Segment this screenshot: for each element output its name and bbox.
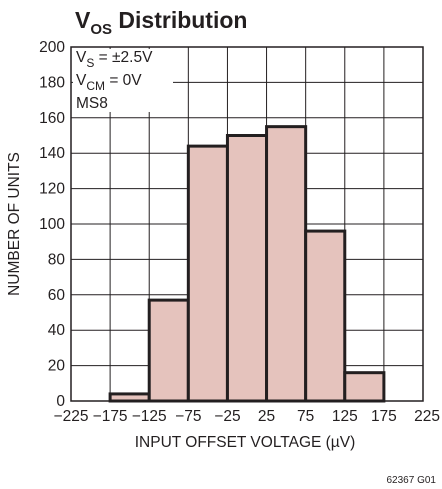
histogram-bar (343, 371, 386, 403)
chart-title-main: V (75, 7, 91, 33)
histogram-bar (147, 298, 190, 403)
y-tick-labels: 0 20 40 60 80 100 120 140 160 180 200 (39, 39, 65, 410)
y-tick-label: 0 (56, 393, 65, 410)
chart-title: VOS Distribution (75, 7, 247, 38)
y-tick-label: 180 (39, 74, 65, 91)
x-tick-label: 25 (258, 408, 275, 425)
chart-title-rest: Distribution (112, 7, 247, 33)
y-tick-label: 40 (48, 322, 66, 339)
x-tick-label: 225 (414, 408, 440, 425)
histogram-bar (304, 229, 347, 403)
x-tick-labels: −225 −175 −125 −75 −25 25 75 125 175 225 (54, 408, 440, 425)
y-tick-label: 20 (48, 358, 66, 375)
plot-border (70, 46, 424, 402)
x-axis-label: INPUT OFFSET VOLTAGE (µV) (135, 434, 356, 451)
test-condition: VS = ±2.5V (76, 49, 153, 70)
legend-background (73, 49, 173, 112)
chart-title-subscript: OS (90, 21, 112, 38)
x-tick-label: 75 (297, 408, 314, 425)
figure-id: 62367 G01 (387, 475, 437, 486)
histogram-bar (186, 144, 229, 403)
y-tick-label: 160 (39, 110, 65, 127)
x-tick-label: 125 (332, 408, 358, 425)
test-condition: VCM = 0V (76, 72, 142, 93)
x-tick-label: −125 (132, 408, 167, 425)
y-axis-label: NUMBER OF UNITS (6, 152, 23, 296)
y-tick-label: 80 (48, 251, 66, 268)
histogram-bars (108, 125, 386, 403)
histogram-bar (265, 125, 308, 403)
histogram-bar (225, 134, 269, 403)
y-tick-label: 120 (39, 181, 65, 198)
histogram-bar (108, 392, 151, 403)
x-tick-label: −225 (54, 408, 89, 425)
y-tick-label: 100 (39, 216, 65, 233)
test-condition: MS8 (76, 95, 108, 112)
y-tick-label: 200 (39, 39, 65, 56)
plot-frame (70, 46, 424, 402)
x-tick-label: 175 (371, 408, 397, 425)
x-tick-label: −75 (175, 408, 201, 425)
y-tick-label: 60 (48, 287, 66, 304)
y-tick-label: 140 (39, 145, 65, 162)
x-tick-label: −175 (93, 408, 128, 425)
x-tick-label: −25 (214, 408, 240, 425)
